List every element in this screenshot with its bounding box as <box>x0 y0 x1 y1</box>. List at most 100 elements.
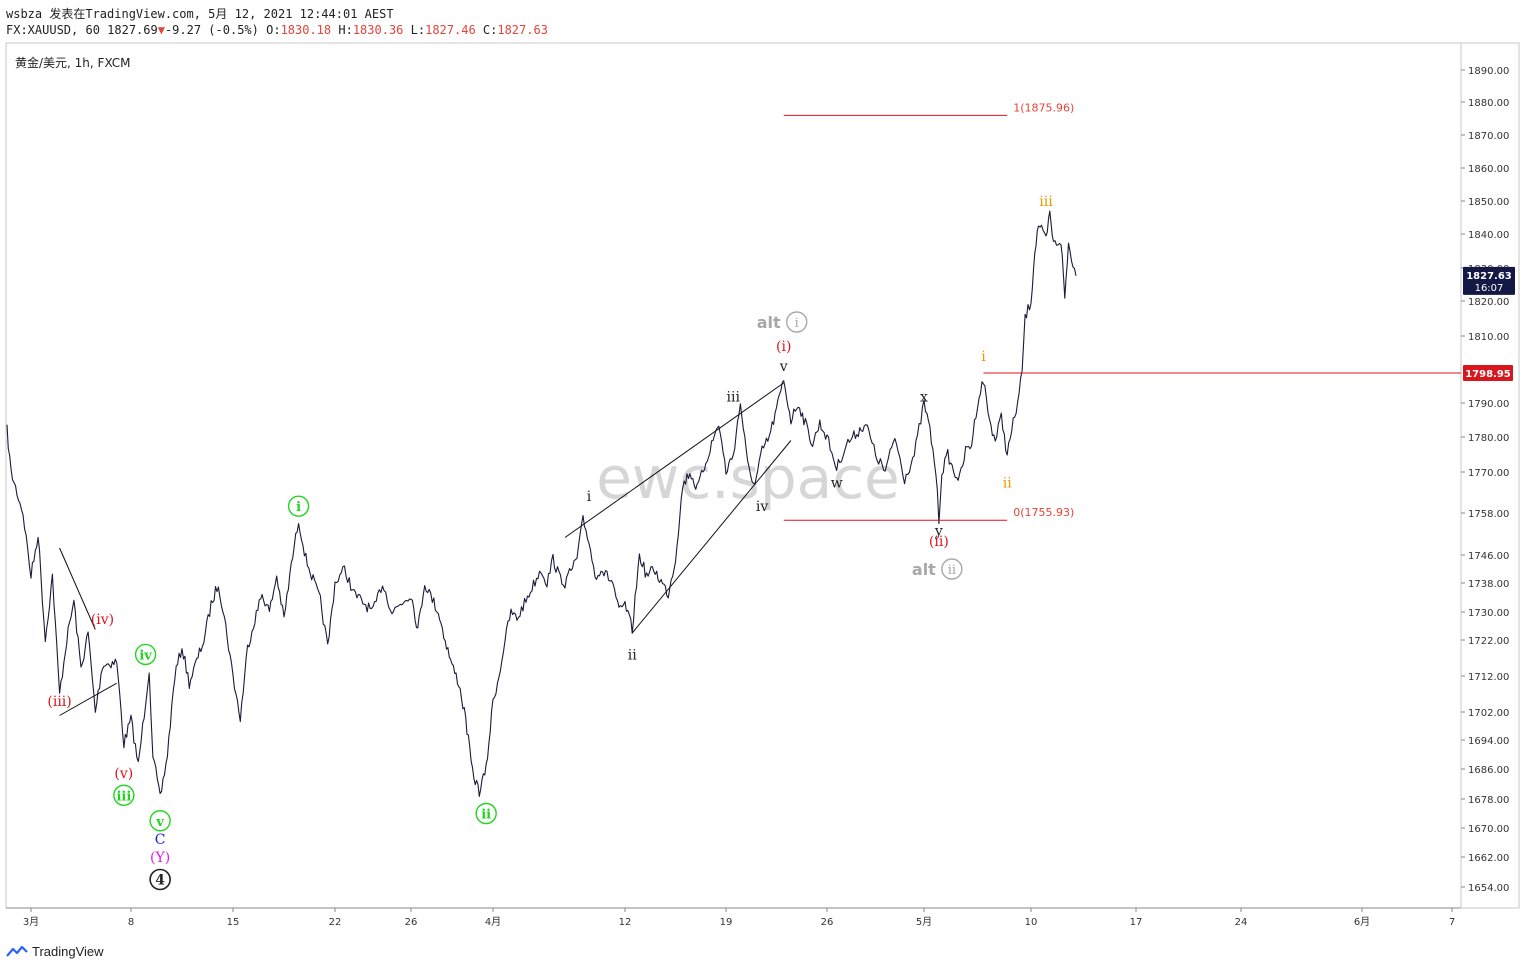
wave-label[interactable]: i <box>587 489 592 505</box>
x-tick-label: 22 <box>329 917 342 928</box>
wave-circle <box>475 802 497 825</box>
x-tick-label: 12 <box>619 917 632 928</box>
last-price-tag[interactable] <box>1463 266 1515 295</box>
wave-label[interactable]: (ii) <box>929 534 949 550</box>
symbol-ohlc-row: FX:XAUUSD, 60 1827.69▼-9.27 (-0.5%) O:18… <box>6 23 548 37</box>
y-tick-label: 1662.00 <box>1468 853 1509 864</box>
wave-label[interactable]: C <box>155 832 166 848</box>
wave-label[interactable]: ii <box>1003 475 1012 491</box>
alt-prefix: alt <box>757 313 781 332</box>
wave-label[interactable]: 4 <box>149 868 171 891</box>
trendlines <box>59 382 792 716</box>
alt-wave-circle <box>786 311 808 333</box>
last-price-text: 1827.63 <box>1466 271 1512 282</box>
y-tick-label: 1810.00 <box>1468 332 1509 343</box>
wave-circle <box>134 643 157 666</box>
wave-label[interactable]: iii <box>1039 194 1053 210</box>
brand-footer[interactable]: TradingView <box>6 944 104 959</box>
close-label: C: <box>482 23 498 37</box>
wave-label[interactable]: (Y) <box>150 850 170 866</box>
y-tick-label: 1890.00 <box>1468 66 1509 77</box>
wave-label[interactable]: x <box>920 389 928 405</box>
tl-3[interactable] <box>564 382 785 538</box>
wave-label[interactable]: (iii) <box>47 694 71 710</box>
wave-circle-text: iii <box>116 789 131 804</box>
y-tick-label: 1722.00 <box>1468 636 1509 647</box>
wave-text: x <box>920 389 928 405</box>
wave-text: (i) <box>776 339 791 355</box>
y-tick-label: 1870.00 <box>1468 131 1509 142</box>
x-tick-label: 3月 <box>23 916 39 928</box>
price-line <box>6 210 1077 797</box>
wave-label[interactable]: (v) <box>114 766 133 782</box>
wave-label[interactable]: ii <box>628 647 637 663</box>
wave-label[interactable]: i <box>287 495 310 517</box>
level-price-text: 1798.95 <box>1465 369 1511 380</box>
wave-text: ii <box>628 647 637 663</box>
watermark: ewc.space <box>596 444 900 512</box>
wave-text: v <box>779 359 788 375</box>
low-value: 1827.46 <box>425 23 476 37</box>
wave-label[interactable]: w <box>831 475 843 491</box>
y-tick-label: 1780.00 <box>1468 433 1509 444</box>
wave-circle-text: ii <box>481 808 491 823</box>
instrument-label: 黄金/美元, 1h, FXCM <box>15 55 131 70</box>
right-panel-border <box>1460 42 1520 909</box>
wave-label[interactable]: ii <box>475 802 497 825</box>
wave-label[interactable]: iv <box>756 499 768 515</box>
y-tick-label: 1670.00 <box>1468 824 1509 835</box>
x-tick-label: 4月 <box>485 916 501 928</box>
y-tick-label: 1790.00 <box>1468 399 1509 410</box>
x-tick-label: 8 <box>128 917 134 928</box>
wave-text: i <box>587 489 592 505</box>
x-tick-label: 10 <box>1025 917 1038 928</box>
price-axis[interactable]: 1654.00 1662.00 1670.00 1678.00 1686.00 1694.… <box>1461 66 1509 894</box>
y-tick-label: 1654.00 <box>1468 883 1509 894</box>
y-tick-label: 1678.00 <box>1468 795 1509 806</box>
wave-text: w <box>831 475 843 491</box>
high-label: H: <box>338 23 353 37</box>
wave-label[interactable]: y <box>934 524 943 540</box>
wave-label[interactable]: iii <box>113 784 135 806</box>
x-tick-label: 15 <box>227 917 240 928</box>
wave-circle <box>113 784 135 806</box>
wave-text: (iv) <box>91 612 114 628</box>
time-axis[interactable]: 3月 8 15 22 26 4月 12 19 26 5月 10 17 24 6月 7 <box>23 908 1455 928</box>
y-tick-label: 1758.00 <box>1468 509 1509 520</box>
y-tick-label: 1746.00 <box>1468 551 1509 562</box>
tl-4[interactable] <box>631 440 792 634</box>
wave-circle <box>149 810 171 832</box>
wave-circle <box>287 495 310 517</box>
alt-wave-circle <box>941 558 963 580</box>
close-value: 1827.63 <box>497 23 548 37</box>
wave-labels: (iii)(iv)(v)iiiivvC(Y)4iiiiiiiiiivv(i)al… <box>47 194 1053 891</box>
wave-label[interactable]: alt ii <box>912 558 963 580</box>
wave-text: iii <box>726 389 740 405</box>
alt-wave-text: i <box>795 316 799 331</box>
x-tick-label: 7 <box>1449 917 1455 928</box>
wave-circle-text: i <box>296 500 301 515</box>
level-price-tag[interactable] <box>1463 365 1513 382</box>
wave-label[interactable]: (i) <box>776 339 791 355</box>
wave-circle <box>149 868 171 891</box>
tl-1[interactable] <box>59 547 96 630</box>
x-tick-label: 19 <box>720 917 733 928</box>
wave-label[interactable]: (iv) <box>91 612 114 628</box>
y-tick-label: 1686.00 <box>1468 765 1509 776</box>
bar-countdown-text: 16:07 <box>1475 283 1504 294</box>
horizontal-levels: 1(1875.96) 0(1755.93) <box>783 101 1461 521</box>
wave-label[interactable]: i <box>981 349 986 365</box>
symbol-label: FX:XAUUSD, 60 1827.69 <box>6 23 158 37</box>
wave-label[interactable]: v <box>779 359 788 375</box>
y-tick-label: 1880.00 <box>1468 98 1509 109</box>
wave-label[interactable]: v <box>149 810 171 832</box>
wave-label[interactable]: alt i <box>757 311 808 333</box>
tl-2[interactable] <box>59 682 117 716</box>
open-value: 1830.18 <box>280 23 332 37</box>
wave-label[interactable]: iv <box>134 643 157 666</box>
y-tick-label: 1694.00 <box>1468 736 1509 747</box>
fib-1-label: 1(1875.96) <box>1013 101 1074 114</box>
wave-label[interactable]: iii <box>726 389 740 405</box>
